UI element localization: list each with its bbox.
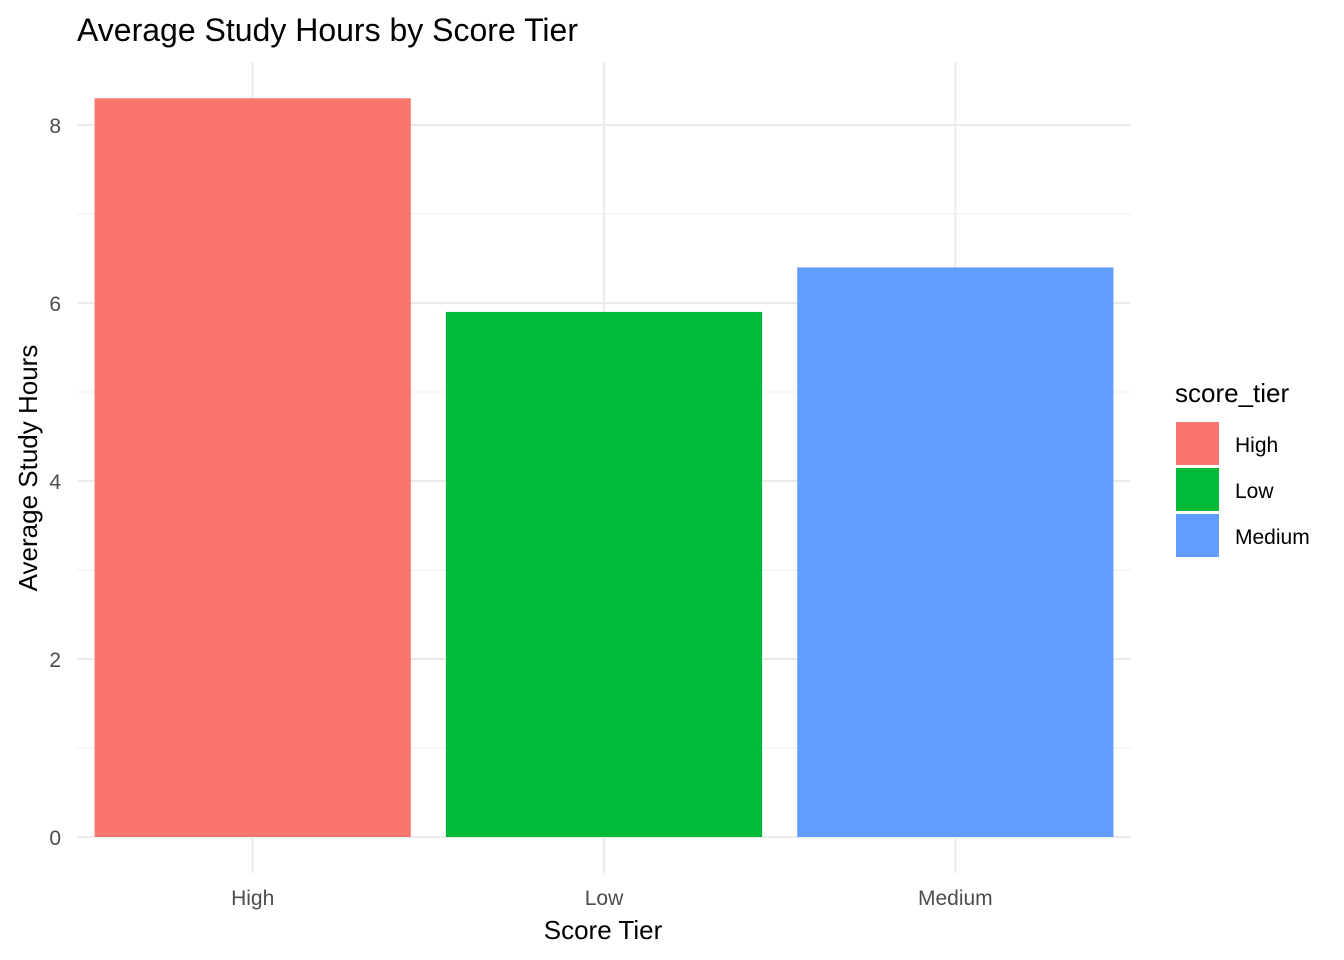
legend-key-high [1176, 422, 1219, 465]
bar-high [94, 98, 411, 838]
legend-label: Low [1235, 480, 1274, 503]
y-axis-title: Average Study Hours [13, 345, 43, 592]
x-tick-label: High [231, 887, 274, 910]
y-tick-label: 0 [49, 827, 61, 850]
bar-low [445, 311, 763, 837]
x-tick-label: Medium [918, 887, 993, 910]
x-axis-title: Score Tier [544, 915, 663, 945]
y-tick-label: 2 [49, 649, 61, 672]
legend-key-medium [1176, 514, 1219, 557]
bar-medium [797, 267, 1114, 837]
legend-label: High [1235, 434, 1278, 457]
x-axis-ticks: High Low Medium [231, 887, 993, 910]
legend: score_tier High Low Medium [1175, 378, 1310, 557]
y-tick-label: 6 [49, 293, 61, 316]
x-tick-label: Low [585, 887, 624, 910]
y-axis-ticks: 0 2 4 6 8 [49, 115, 61, 850]
legend-key-low [1176, 468, 1219, 511]
chart-title: Average Study Hours by Score Tier [77, 12, 578, 48]
y-tick-label: 4 [49, 471, 61, 494]
legend-label: Medium [1235, 526, 1310, 549]
legend-title: score_tier [1175, 378, 1289, 408]
y-tick-label: 8 [49, 115, 61, 138]
bars [94, 98, 1114, 838]
